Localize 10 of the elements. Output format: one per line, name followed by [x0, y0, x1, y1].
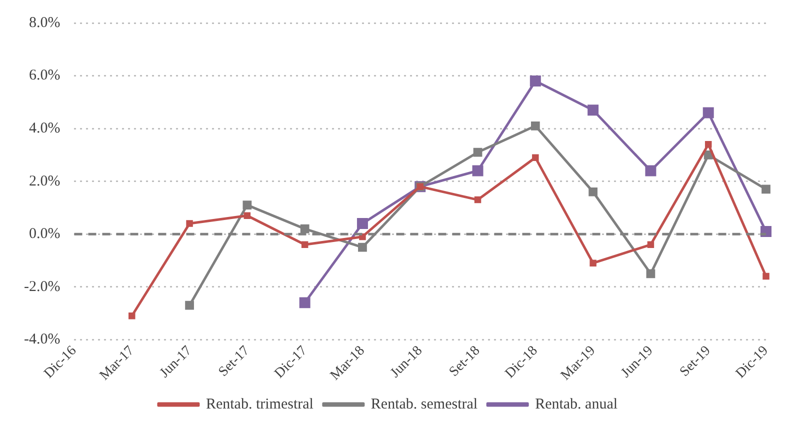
- legend-label: Rentab. semestral: [370, 396, 478, 412]
- y-tick-label: -2.0%: [24, 278, 60, 295]
- legend-label: Rentab. anual: [535, 396, 618, 412]
- y-tick-label: -4.0%: [24, 332, 60, 348]
- y-tick-label: 2.0%: [28, 173, 60, 190]
- y-tick-label: 4.0%: [28, 120, 60, 136]
- y-tick-label: 8.0%: [28, 14, 60, 31]
- y-tick-label: 0.0%: [28, 226, 60, 242]
- y-tick-label: 6.0%: [28, 68, 60, 84]
- legend-label: Rentab. trimestral: [206, 396, 314, 412]
